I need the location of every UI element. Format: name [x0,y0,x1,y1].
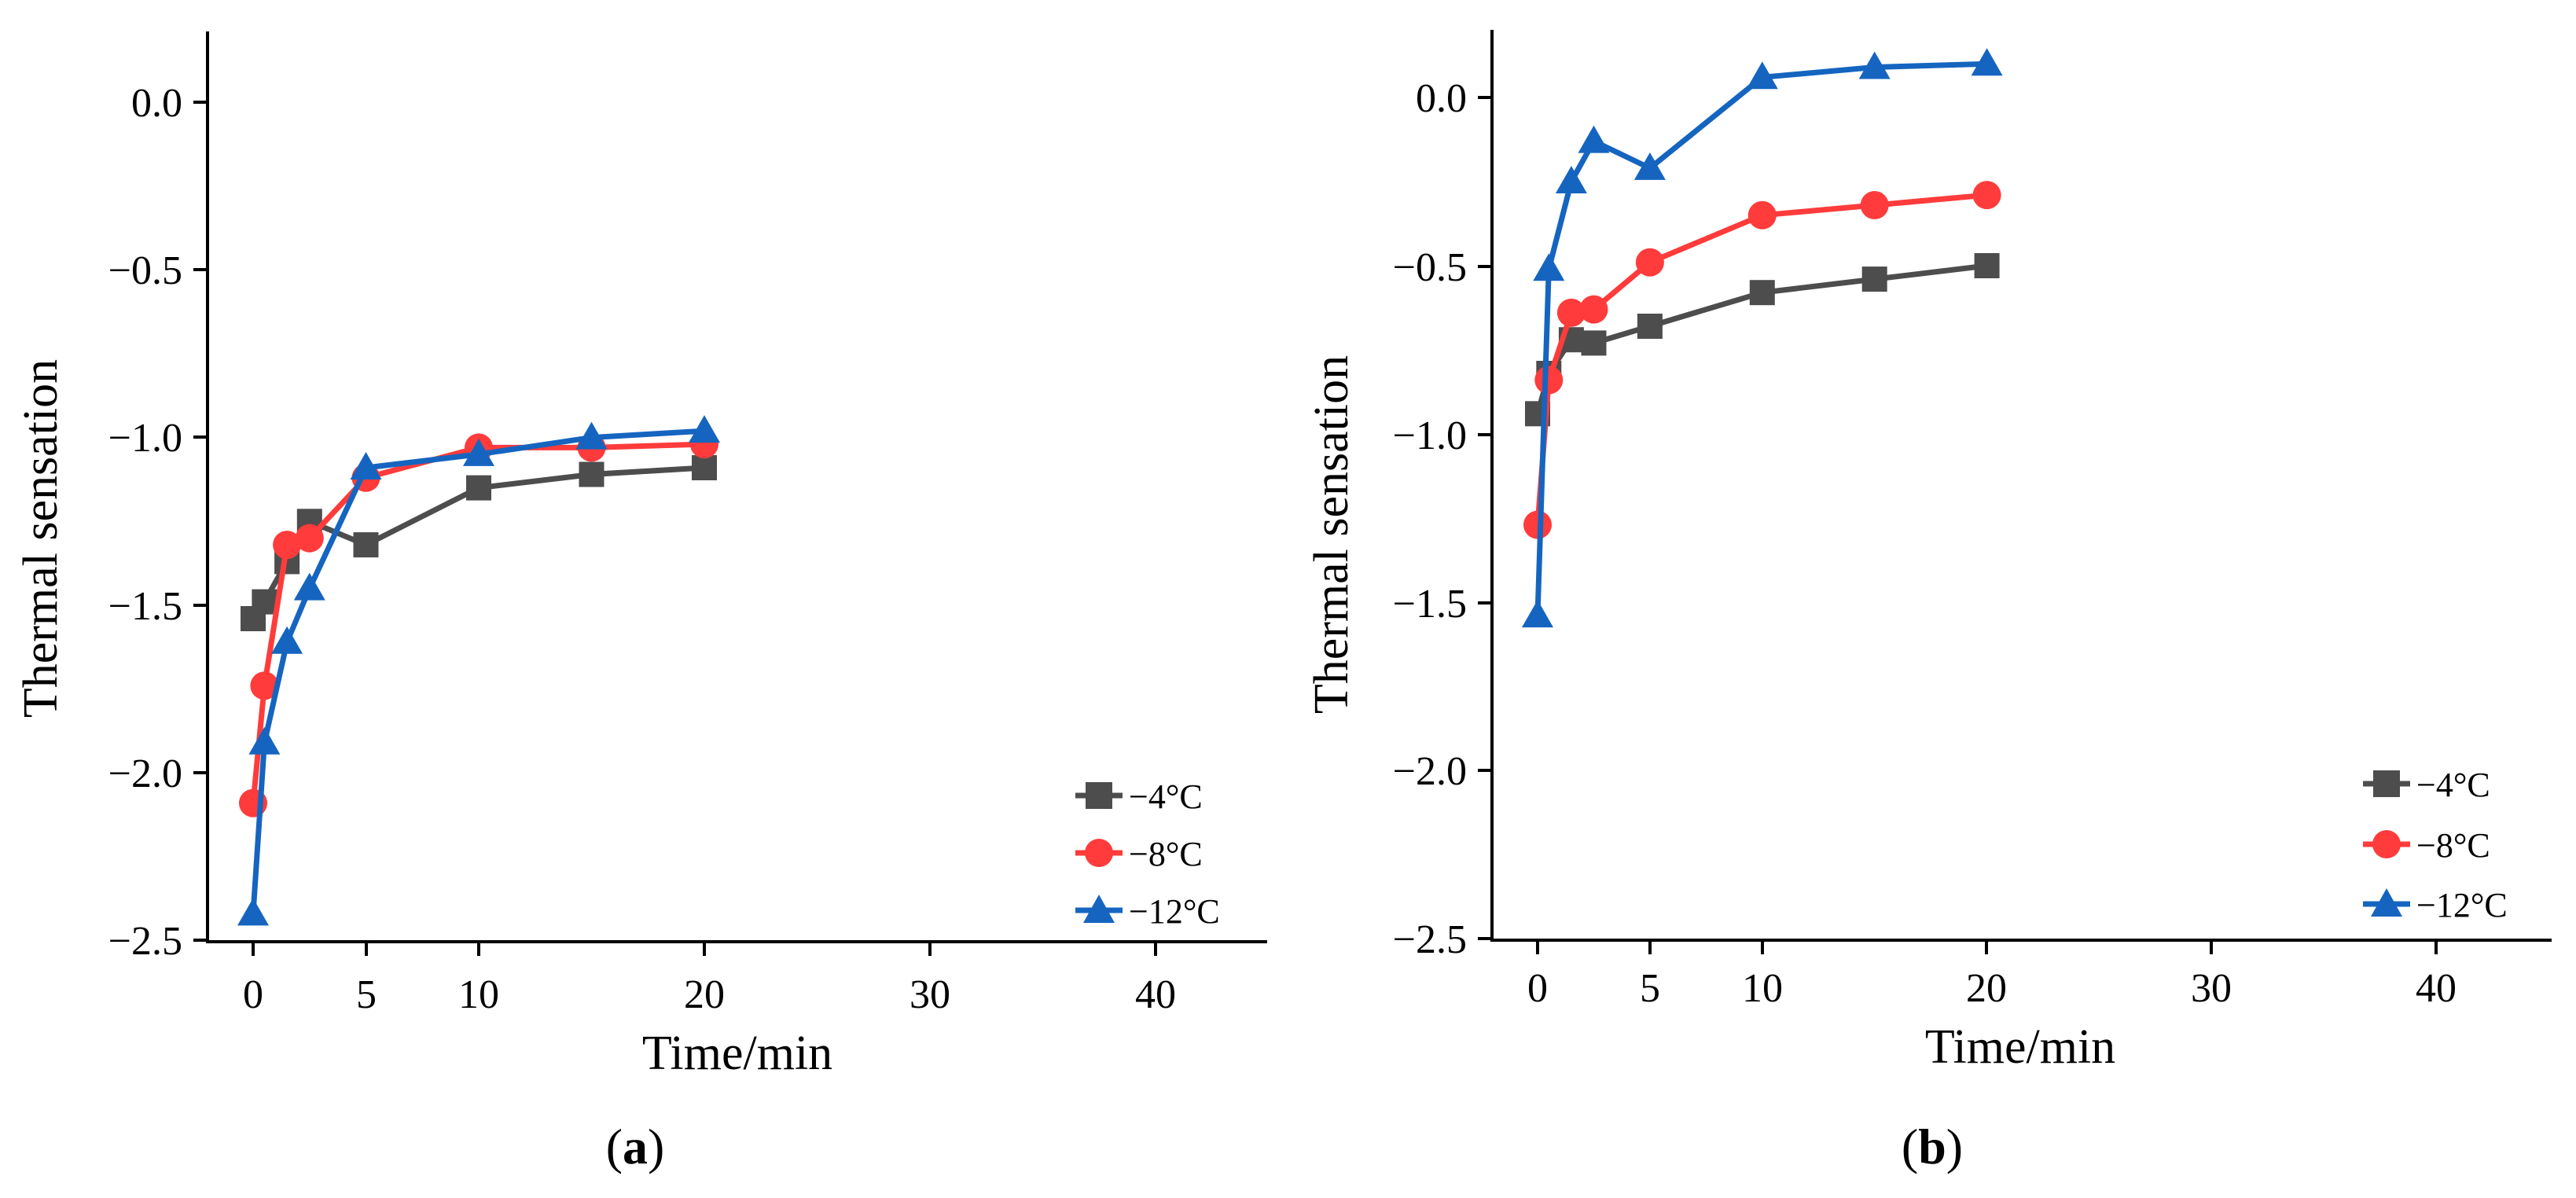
data-point [692,455,717,480]
data-point [1860,191,1889,219]
data-point [1523,510,1552,539]
y-axis-a: 0.0 −0.5 −1.0 −1.5 −2.0 −2.5 Thermal sen… [14,31,209,964]
x-axis-b: 0 5 10 20 30 40 Time/min [1490,939,2552,1074]
data-point [1556,298,1586,327]
y-axis-b: 0.0 −0.5 −1.0 −1.5 −2.0 −2.5 Thermal sen… [1305,30,1494,962]
y-tick-label: −0.5 [108,248,182,293]
data-point [1974,253,2000,278]
data-point [689,415,720,443]
data-point [1534,366,1564,395]
data-point [579,461,604,487]
legend-entry: −12°C [1075,892,1220,931]
data-point [1861,266,1887,292]
y-tick-label: −2.0 [1393,749,1467,794]
data-point [1555,166,1587,193]
y-tick-label: −1.0 [108,416,182,461]
x-tick-label: 30 [910,972,950,1017]
x-tick-label: 0 [1527,966,1548,1011]
x-tick-label: 10 [458,972,499,1017]
x-tick-label: 0 [243,972,263,1017]
x-tick-label: 40 [1135,972,1176,1017]
data-point [1858,51,1891,79]
data-point [1581,330,1607,356]
chart-panel-a: 0.0 −0.5 −1.0 −1.5 −2.0 −2.5 Thermal sen… [14,31,1267,1174]
y-axis-title: Thermal sensation [14,359,68,718]
data-point [1578,125,1610,153]
series-line [1534,192,1987,525]
legend-entry: −8°C [2363,826,2490,865]
data-point [463,438,494,466]
data-point [252,589,277,615]
data-point [1971,48,2003,76]
series-line [250,441,705,803]
plot-area-b [1522,48,2003,628]
y-tick-label: 0.0 [1416,76,1467,121]
panel-label-letter: b [1918,1119,1946,1174]
y-tick-label: 0.0 [131,81,182,126]
data-point [250,671,279,700]
x-tick-label: 40 [2416,966,2457,1011]
data-point [353,532,379,558]
y-tick-label: −0.5 [1393,245,1467,290]
legend-label: −8°C [2416,826,2490,865]
legend-label: −4°C [1129,777,1203,816]
legend-entry: −4°C [1075,777,1203,816]
data-point [1635,248,1664,277]
legend-label: −12°C [1129,892,1220,931]
data-point [1746,61,1778,90]
x-tick-label: 5 [356,972,377,1017]
legend-entry: −4°C [2363,766,2490,804]
data-point [1637,314,1663,339]
data-point [271,626,303,654]
x-axis-title: Time/min [1925,1020,2115,1074]
legend-a: −4°C −8°C −12°C [1075,777,1220,931]
y-tick-label: −1.0 [1393,413,1467,458]
y-tick-label: −2.5 [108,919,182,964]
x-tick-label: 30 [2191,966,2232,1011]
x-tick-label: 5 [1640,966,1660,1011]
y-tick-label: −1.5 [1393,582,1467,627]
x-tick-label: 20 [1966,966,2007,1011]
data-point [466,475,491,501]
y-tick-label: −2.5 [1393,917,1467,962]
data-point [350,452,382,480]
series-line [250,428,705,914]
legend-label: −4°C [2416,766,2490,804]
x-axis-a: 0 5 10 20 30 40 Time/min [206,940,1267,1080]
legend-label: −12°C [2416,886,2508,924]
legend-entry: −8°C [1075,835,1203,873]
data-point [273,531,302,560]
panel-label-b: (b) [1902,1119,1963,1174]
data-point [1747,200,1777,230]
y-tick-label: −1.5 [108,584,182,629]
data-point [293,572,325,601]
data-point [575,421,608,450]
chart-panel-b: 0.0 −0.5 −1.0 −1.5 −2.0 −2.5 Thermal sen… [1305,30,2552,1174]
series-line [1534,61,1987,616]
data-point [1533,253,1565,281]
plot-area-a [237,415,720,926]
x-axis-title: Time/min [642,1027,832,1080]
data-point [1633,152,1666,180]
x-tick-label: 20 [684,972,725,1017]
data-point [1579,295,1608,324]
data-point [1972,181,2001,210]
data-point [237,898,269,926]
panel-label-a: (a) [606,1119,665,1174]
legend-b: −4°C −8°C −12°C [2363,766,2508,924]
data-point [248,726,281,755]
y-axis-title: Thermal sensation [1305,355,1358,714]
data-point [1522,600,1553,628]
legend-entry: −12°C [2363,886,2508,924]
data-point [295,524,324,553]
legend-label: −8°C [1129,835,1203,873]
y-tick-label: −2.0 [108,752,182,796]
panel-label-letter: a [623,1119,648,1174]
data-point [1749,280,1775,306]
x-tick-label: 10 [1742,966,1783,1011]
